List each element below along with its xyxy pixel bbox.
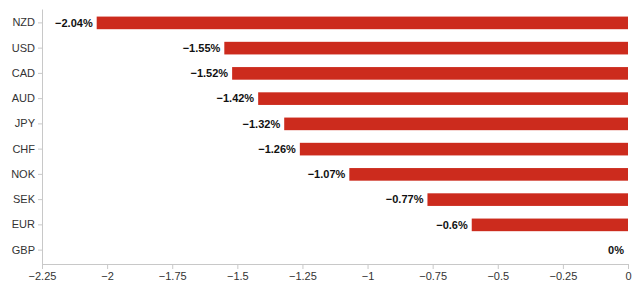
x-tick-mark — [563, 264, 564, 269]
x-tick-label: 0 — [625, 270, 631, 282]
x-tick: −0.5 — [487, 264, 509, 282]
bar — [628, 244, 629, 257]
x-tick-mark — [302, 264, 303, 269]
x-tick-label: −0.25 — [549, 270, 577, 282]
x-tick: −1.25 — [289, 264, 317, 282]
x-tick: −1.75 — [159, 264, 187, 282]
bar — [427, 193, 628, 206]
y-tick: SEK — [13, 193, 42, 205]
x-tick-mark — [433, 264, 434, 269]
bars — [97, 17, 628, 232]
x-tick: −0.25 — [549, 264, 577, 282]
bar — [97, 17, 628, 30]
y-tick-label: NOK — [11, 168, 36, 180]
x-tick: 0 — [625, 264, 631, 282]
x-tick-mark — [107, 264, 108, 269]
data-label: −1.26% — [258, 143, 296, 155]
y-tick-mark — [38, 149, 42, 150]
y-tick-label: CAD — [12, 67, 35, 79]
y-axis: NZD USD CAD AUD JPY CHF NOK SEK EUR GBP — [11, 10, 42, 265]
y-tick: AUD — [12, 92, 42, 104]
y-tick-mark — [38, 224, 42, 225]
y-tick-label: EUR — [12, 218, 35, 230]
x-tick-mark — [42, 264, 43, 269]
data-label: −0.77% — [386, 193, 424, 205]
y-tick: USD — [12, 42, 42, 54]
y-tick-mark — [38, 73, 42, 74]
y-tick: CHF — [12, 143, 42, 155]
x-tick-label: −1 — [362, 270, 375, 282]
y-tick-mark — [38, 22, 42, 23]
y-tick-mark — [38, 98, 42, 99]
x-tick-label: −0.75 — [419, 270, 447, 282]
y-tick: NZD — [12, 16, 42, 28]
y-tick-mark — [38, 174, 42, 175]
data-labels: −2.04% −1.55% −1.52% −1.42% −1.32% −1.26% −1.0… — [55, 17, 624, 256]
bar — [349, 168, 628, 181]
y-tick-mark — [38, 250, 42, 251]
y-tick-label: JPY — [15, 117, 36, 129]
data-label: −1.55% — [183, 42, 221, 54]
x-axis: −2.25 −2 −1.75 −1.5 −1.25 −1 −0.75 −0.5 −0.25 0 — [29, 264, 632, 282]
bar — [258, 92, 628, 105]
y-axis-line — [42, 10, 43, 265]
y-tick-mark — [38, 48, 42, 49]
y-tick-label: CHF — [12, 143, 35, 155]
x-tick: −0.75 — [419, 264, 447, 282]
x-tick-label: −1.5 — [227, 270, 249, 282]
x-tick-label: −1.25 — [289, 270, 317, 282]
data-label: −1.07% — [308, 168, 346, 180]
y-tick: CAD — [12, 67, 42, 79]
x-tick: −1 — [362, 264, 375, 282]
y-tick-label: GBP — [12, 244, 35, 256]
y-tick: NOK — [11, 168, 42, 180]
bar — [232, 67, 628, 80]
x-tick-mark — [237, 264, 238, 269]
y-tick-mark — [38, 123, 42, 124]
data-label: −0.6% — [436, 219, 468, 231]
chart: −2.25 −2 −1.75 −1.5 −1.25 −1 −0.75 −0.5 −0.25 0 NZ… — [0, 0, 637, 292]
x-tick-mark — [172, 264, 173, 269]
bar — [284, 118, 628, 131]
y-tick-mark — [38, 199, 42, 200]
y-tick: EUR — [12, 218, 42, 230]
data-label: 0% — [608, 244, 624, 256]
x-axis-line — [43, 264, 629, 265]
bar — [300, 143, 628, 156]
data-label: −1.52% — [190, 67, 228, 79]
x-tick-mark — [498, 264, 499, 269]
y-tick-label: AUD — [12, 92, 35, 104]
x-tick-label: −1.75 — [159, 270, 187, 282]
x-tick: −2 — [101, 264, 114, 282]
data-label: −1.32% — [243, 118, 281, 130]
x-tick-label: −2.25 — [29, 270, 57, 282]
x-tick: −2.25 — [29, 264, 57, 282]
x-tick: −1.5 — [227, 264, 249, 282]
bar — [224, 42, 628, 55]
x-tick-label: −0.5 — [487, 270, 509, 282]
x-tick-mark — [628, 264, 629, 269]
y-tick: JPY — [15, 117, 42, 129]
x-tick-label: −2 — [101, 270, 114, 282]
y-tick-label: NZD — [12, 16, 35, 28]
data-label: −1.42% — [217, 92, 255, 104]
bar — [472, 219, 628, 232]
data-label: −2.04% — [55, 17, 93, 29]
y-tick: GBP — [12, 244, 42, 256]
y-tick-label: SEK — [13, 193, 36, 205]
y-tick-label: USD — [12, 42, 35, 54]
x-tick-mark — [368, 264, 369, 269]
